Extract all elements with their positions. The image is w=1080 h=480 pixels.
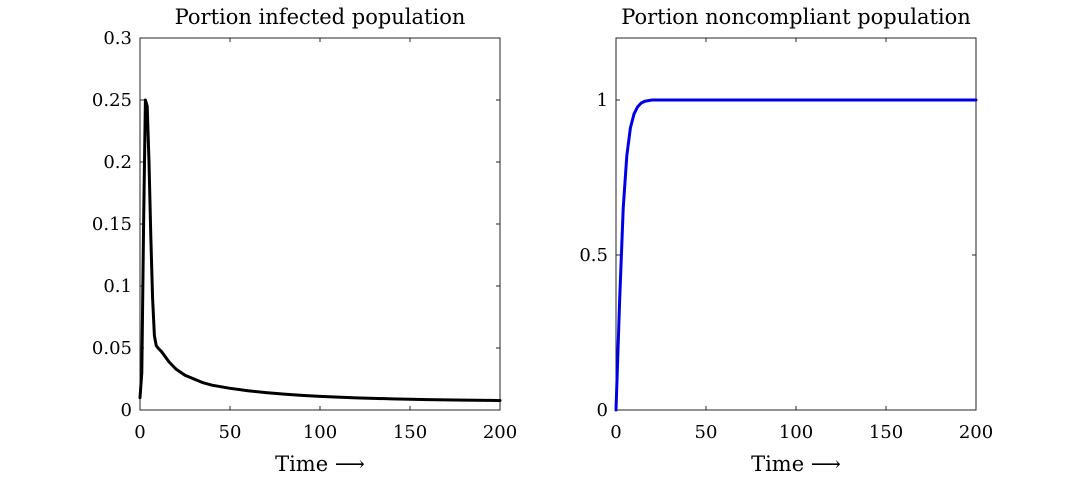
x-tick-label: 150	[869, 422, 903, 443]
x-tick-label: 0	[134, 422, 145, 443]
axes-frame	[615, 37, 977, 411]
x-tick-label: 100	[303, 422, 337, 443]
y-tick-label: 0.2	[103, 152, 132, 173]
x-axis-label: Time ⟶	[751, 452, 841, 476]
x-tick-label: 100	[779, 422, 813, 443]
y-tick-label: 0.5	[579, 245, 608, 266]
x-tick-label: 50	[219, 422, 242, 443]
plot-noncompliant: Portion noncompliant population Time ⟶ 0…	[579, 5, 993, 476]
plot-infected: Portion infected population Time ⟶ 0 50 10…	[92, 5, 517, 476]
chart-title: Portion infected population	[175, 5, 466, 29]
y-tick-label: 0	[121, 400, 132, 421]
axes-frame	[139, 37, 501, 411]
x-tick-label: 200	[959, 422, 993, 443]
y-tick-label: 1	[597, 90, 608, 111]
y-tick-label: 0.1	[103, 276, 132, 297]
chart-title: Portion noncompliant population	[621, 5, 971, 29]
y-tick-label: 0.25	[92, 90, 132, 111]
x-tick-label: 50	[695, 422, 718, 443]
x-tick-label: 0	[610, 422, 621, 443]
y-tick-label: 0.3	[103, 28, 132, 49]
y-tick-label: 0.05	[92, 338, 132, 359]
x-tick-label: 200	[483, 422, 517, 443]
x-axis-label: Time ⟶	[275, 452, 365, 476]
y-tick-label: 0.15	[92, 214, 132, 235]
series-line-infected	[138, 98, 502, 402]
series-line-noncompliant	[614, 98, 978, 412]
x-tick-label: 150	[393, 422, 427, 443]
y-tick-label: 0	[597, 400, 608, 421]
